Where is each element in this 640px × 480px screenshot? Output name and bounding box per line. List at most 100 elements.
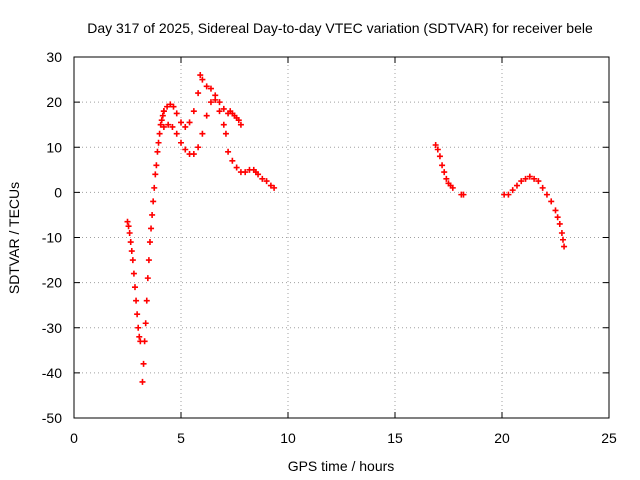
data-point xyxy=(255,171,262,178)
data-point xyxy=(203,112,210,119)
data-point xyxy=(522,175,529,182)
data-point xyxy=(434,146,441,153)
data-point xyxy=(443,175,450,182)
grid xyxy=(74,57,609,418)
x-tick-label: 20 xyxy=(494,430,510,446)
data-point xyxy=(436,153,443,160)
data-point xyxy=(216,99,223,106)
data-point xyxy=(554,214,561,221)
data-point xyxy=(242,169,249,176)
data-point xyxy=(143,297,150,304)
data-point xyxy=(133,297,140,304)
series-group-g-afternoon xyxy=(432,141,456,191)
data-point xyxy=(131,284,138,291)
chart-title: Day 317 of 2025, Sidereal Day-to-day VTE… xyxy=(87,20,593,36)
x-tick-label: 5 xyxy=(177,430,185,446)
data-point xyxy=(139,378,146,385)
data-point xyxy=(159,112,166,119)
data-point xyxy=(199,76,206,83)
data-point xyxy=(195,90,202,97)
data-point xyxy=(149,211,156,218)
x-tick-label: 15 xyxy=(387,430,403,446)
data-point xyxy=(556,220,563,227)
data-point xyxy=(126,229,133,236)
data-point xyxy=(225,148,232,155)
x-tick-label: 10 xyxy=(280,430,296,446)
data-point xyxy=(155,139,162,146)
data-point xyxy=(169,123,176,130)
y-tick-label: 10 xyxy=(46,139,62,155)
data-point xyxy=(153,162,160,169)
data-point xyxy=(561,243,568,250)
data-point xyxy=(167,101,174,108)
data-point xyxy=(151,184,158,191)
data-point xyxy=(190,151,197,158)
series-group-i-evening-arc xyxy=(501,173,568,250)
data-point xyxy=(432,141,439,148)
data-point xyxy=(449,184,456,191)
series-group-b-rise xyxy=(139,108,167,385)
y-tick-label: 30 xyxy=(46,49,62,65)
y-tick-label: -20 xyxy=(42,275,62,291)
data-point xyxy=(267,182,274,189)
data-point xyxy=(173,110,180,117)
data-point xyxy=(212,96,219,103)
data-point xyxy=(229,157,236,164)
data-point xyxy=(548,198,555,205)
data-point xyxy=(186,119,193,126)
data-point xyxy=(535,178,542,185)
y-tick-label: -30 xyxy=(42,320,62,336)
y-tick-label: -40 xyxy=(42,365,62,381)
data-point xyxy=(259,175,266,182)
data-point xyxy=(128,248,135,255)
data-point xyxy=(513,182,520,189)
data-point xyxy=(207,99,214,106)
data-point xyxy=(148,225,155,232)
data-point xyxy=(237,121,244,128)
data-point xyxy=(124,218,131,225)
data-point xyxy=(263,178,270,185)
data-point xyxy=(203,83,210,90)
data-point xyxy=(134,311,141,318)
data-point xyxy=(173,130,180,137)
data-point xyxy=(141,338,148,345)
data-points xyxy=(124,72,568,385)
y-tick-label: 0 xyxy=(54,184,62,200)
data-point xyxy=(526,173,533,180)
plot-frame xyxy=(73,56,610,419)
data-point xyxy=(197,72,204,79)
data-point xyxy=(233,164,240,171)
data-point xyxy=(271,184,278,191)
data-point xyxy=(220,105,227,112)
data-point xyxy=(505,191,512,198)
data-point xyxy=(190,108,197,115)
data-point xyxy=(558,229,565,236)
series-group-d-lower-arc xyxy=(160,96,229,158)
y-axis-label: SDTVAR / TECUs xyxy=(6,182,22,294)
data-point xyxy=(145,257,152,264)
data-point xyxy=(178,119,184,126)
x-tick-label: 25 xyxy=(601,430,617,446)
data-point xyxy=(543,191,550,198)
series-group-h-isolated xyxy=(458,191,467,198)
data-point xyxy=(220,121,227,128)
y-tick-label: 20 xyxy=(46,94,62,110)
data-point xyxy=(552,207,559,214)
data-point xyxy=(144,275,151,282)
data-point xyxy=(158,117,165,124)
y-tick-label: -50 xyxy=(42,410,62,426)
data-point xyxy=(222,130,229,137)
x-tick-label: 0 xyxy=(70,430,78,446)
data-point xyxy=(195,144,202,151)
axis-tick-labels: 0 5 10 15 20 25 -50 -40 -30 -20 -10 0 10 20 30 xyxy=(42,49,617,446)
data-point xyxy=(518,178,525,185)
y-tick-label: -10 xyxy=(42,230,62,246)
series-group-a-early-dip xyxy=(124,218,144,345)
data-point xyxy=(160,108,167,115)
data-point xyxy=(152,171,159,178)
data-point xyxy=(165,121,172,128)
data-point xyxy=(142,320,149,327)
data-point xyxy=(157,121,164,128)
data-point xyxy=(136,333,143,340)
